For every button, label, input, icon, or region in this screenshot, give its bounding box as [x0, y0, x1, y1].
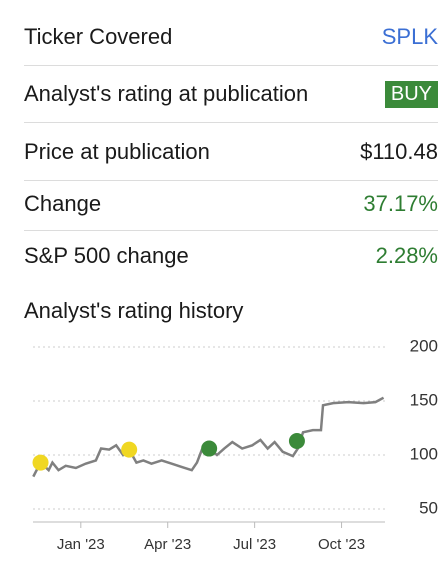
- y-tick-label: 200: [410, 336, 438, 355]
- rating-marker: [121, 441, 138, 458]
- row: S&P 500 change 2.28%: [24, 230, 438, 282]
- y-tick-label: 100: [410, 445, 438, 464]
- y-tick-label: 150: [410, 390, 438, 409]
- x-tick-label: Oct '23: [318, 536, 365, 553]
- label: Price at publication: [24, 139, 210, 164]
- value: 2.28%: [375, 243, 438, 268]
- x-tick-label: Apr '23: [144, 536, 191, 553]
- rating-marker: [32, 454, 49, 471]
- label: Ticker Covered: [24, 24, 173, 49]
- ticker[interactable]: SPLK: [381, 24, 438, 49]
- row: Ticker Covered SPLK: [24, 9, 438, 66]
- rating-marker: [288, 432, 305, 449]
- label: Analyst's rating at publication: [24, 81, 309, 106]
- row: Price at publication $110.48: [24, 124, 438, 181]
- label: S&P 500 change: [24, 243, 189, 268]
- chart-title: Analyst's rating history: [24, 298, 243, 323]
- chart: Analyst's rating history 50 100 150 200 Jan …: [24, 298, 438, 553]
- price-line: [32, 396, 385, 478]
- value: $110.48: [360, 139, 438, 164]
- value: 37.17%: [363, 191, 438, 216]
- rating-badge: BUY: [384, 80, 438, 108]
- rating-marker: [201, 440, 218, 457]
- label: Change: [24, 191, 102, 216]
- y-tick-label: 50: [419, 499, 438, 518]
- row: Analyst's rating at publication BUY: [24, 66, 438, 123]
- row: Change 37.17%: [24, 178, 438, 231]
- x-tick-label: Jan '23: [57, 536, 105, 553]
- x-tick-label: Jul '23: [233, 536, 276, 553]
